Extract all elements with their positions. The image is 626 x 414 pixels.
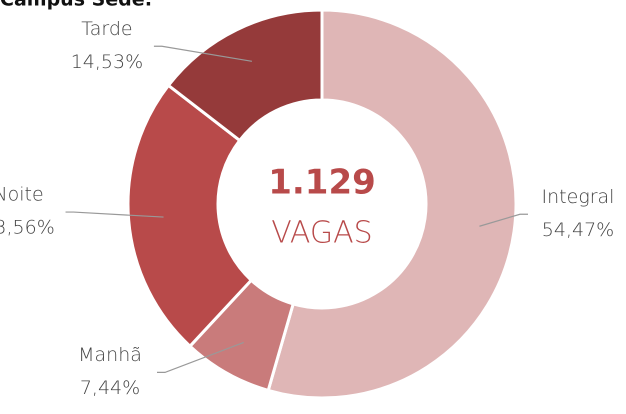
leader-line bbox=[479, 213, 528, 227]
leader-line bbox=[153, 45, 253, 62]
slice-value: 7,44% bbox=[80, 377, 140, 399]
leader-line bbox=[157, 341, 244, 374]
slice-value: 54,47% bbox=[542, 219, 614, 241]
slice-value: 23,56% bbox=[0, 217, 55, 239]
slice-label: Manhã bbox=[78, 344, 142, 366]
slice bbox=[126, 83, 254, 349]
chart-title: Campus Sede: bbox=[0, 0, 152, 11]
slice-value: 14,53% bbox=[71, 51, 143, 73]
slice bbox=[266, 8, 518, 400]
center-value: 1.129 bbox=[268, 163, 376, 203]
slice-label: Integral bbox=[542, 186, 615, 208]
center-label: VAGAS bbox=[271, 216, 372, 251]
slice bbox=[166, 8, 324, 143]
slice-label: Tarde bbox=[81, 18, 132, 40]
slice-label: Noite bbox=[0, 184, 44, 206]
leader-line bbox=[65, 211, 164, 218]
